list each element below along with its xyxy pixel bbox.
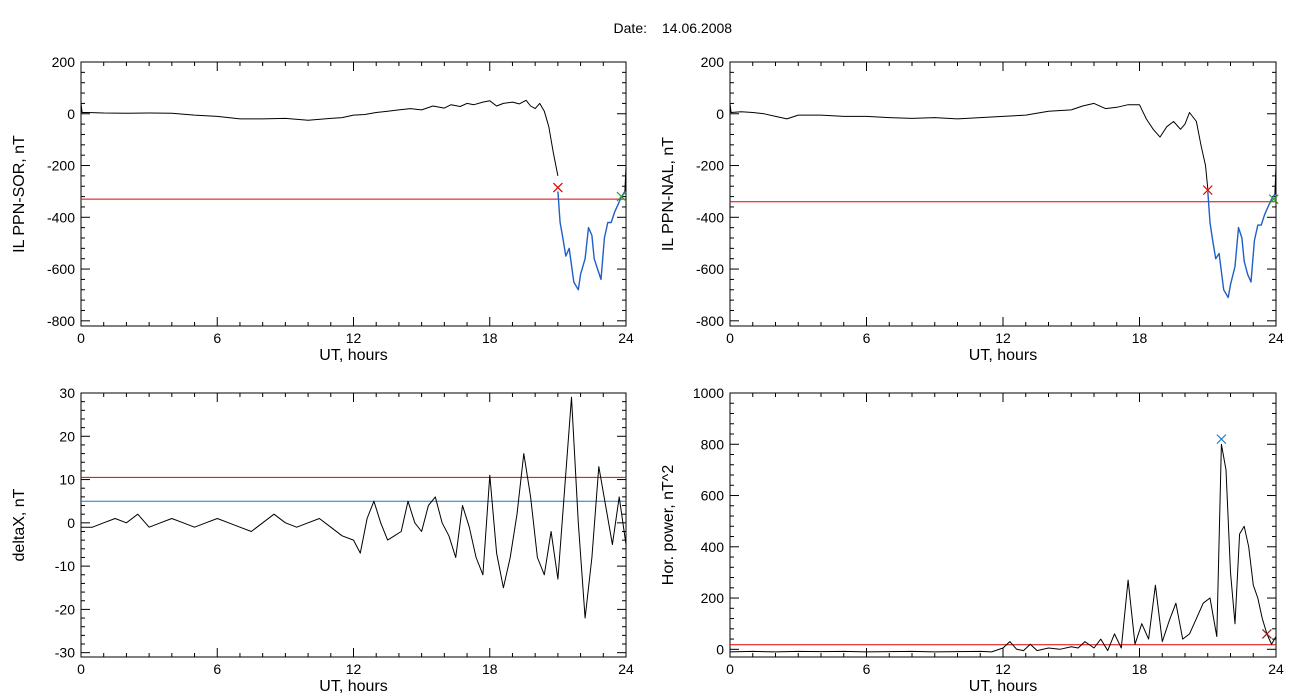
- x-tick-label: 12: [995, 661, 1011, 677]
- chart-sor: 0 6 12 18 24 -800 -600 -400 -200 0 200 UT, hours IL …: [11, 54, 634, 364]
- y-axis-label: Hor. power, nT^2: [660, 465, 677, 586]
- chart-nal: 0 6 12 18 24 -800 -600 -400 -200 0 200 UT, hours IL …: [660, 54, 1284, 364]
- y-tick-label: 400: [701, 539, 725, 555]
- series-line-tail: [624, 165, 626, 192]
- event-marker: [1261, 629, 1272, 639]
- y-tick-label: 200: [701, 54, 725, 70]
- y-tick-label: 0: [67, 515, 75, 531]
- plot-area: [81, 396, 626, 619]
- x-axis-label: UT, hours: [319, 678, 387, 695]
- plot-frame: [80, 392, 627, 658]
- event-marker: [1216, 434, 1227, 445]
- y-tick-label: 10: [59, 472, 75, 488]
- event-marker: [1268, 194, 1279, 205]
- plot-frame: [80, 61, 627, 327]
- y-tick-label: -400: [696, 209, 724, 225]
- plot-frame: [729, 61, 1277, 327]
- figure-title-date: 14.06.2008: [662, 20, 732, 36]
- y-tick-label: -30: [55, 645, 75, 661]
- x-tick-label: 24: [618, 661, 634, 677]
- x-tick-label: 24: [1268, 330, 1284, 346]
- series-line-index: [730, 102, 1209, 189]
- x-tick-label: 18: [482, 330, 498, 346]
- x-tick-label: 12: [346, 330, 362, 346]
- x-tick-label: 0: [726, 330, 734, 346]
- y-tick-label: -20: [55, 601, 75, 617]
- y-tick-label: 200: [52, 54, 76, 70]
- x-tick-label: 6: [863, 330, 871, 346]
- x-axis-label: UT, hours: [319, 347, 387, 364]
- x-tick-label: 18: [482, 661, 498, 677]
- chart-deltax: 0 6 12 18 24 -30 -20 -10 0 10 20 30 UT, hours deltaX,…: [11, 385, 634, 695]
- y-axis-label: deltaX, nT: [11, 488, 28, 561]
- y-tick-label: 800: [701, 436, 725, 452]
- chart-power: 0 6 12 18 24 0 200 400 600 800 1000 UT, hours Hor. p…: [660, 385, 1284, 695]
- y-tick-label: -400: [47, 209, 75, 225]
- series-line-power: [730, 443, 1276, 653]
- y-tick-label: -800: [696, 313, 724, 329]
- y-tick-label: -600: [696, 261, 724, 277]
- x-tick-label: 18: [1132, 330, 1148, 346]
- plot-area: [81, 99, 626, 291]
- series-line-index: [81, 99, 559, 176]
- x-tick-label: 12: [995, 330, 1011, 346]
- x-tick-label: 24: [618, 330, 634, 346]
- x-tick-label: 6: [863, 661, 871, 677]
- series-line-deltaX: [81, 396, 626, 619]
- x-tick-label: 0: [77, 661, 85, 677]
- series-line-substorm: [1207, 191, 1276, 299]
- x-tick-label: 6: [213, 661, 221, 677]
- y-tick-label: 600: [701, 488, 725, 504]
- y-axis-label: IL PPN-NAL, nT: [660, 137, 677, 251]
- x-tick-label: 6: [213, 330, 221, 346]
- x-tick-label: 0: [726, 661, 734, 677]
- x-axis-label: UT, hours: [969, 678, 1037, 695]
- figure-title-label: Date:: [614, 20, 647, 36]
- y-tick-label: -600: [47, 261, 75, 277]
- y-tick-label: -10: [55, 558, 75, 574]
- y-tick-label: -800: [47, 313, 75, 329]
- plot-area: [730, 102, 1276, 299]
- y-tick-label: -200: [47, 158, 75, 174]
- event-marker: [616, 191, 627, 202]
- y-tick-label: 1000: [693, 385, 724, 401]
- y-tick-label: 20: [59, 428, 75, 444]
- y-tick-label: 0: [716, 106, 724, 122]
- x-tick-label: 18: [1132, 661, 1148, 677]
- x-tick-label: 0: [77, 330, 85, 346]
- plot-frame: [729, 392, 1277, 658]
- x-tick-label: 24: [1268, 661, 1284, 677]
- y-tick-label: 30: [59, 385, 75, 401]
- event-marker: [1202, 185, 1213, 196]
- y-axis-label: IL PPN-SOR, nT: [11, 135, 28, 253]
- event-marker: [552, 182, 563, 193]
- series-line-substorm: [557, 191, 626, 291]
- y-tick-label: 0: [67, 106, 75, 122]
- series-line-tail: [1274, 165, 1276, 195]
- x-tick-label: 12: [346, 661, 362, 677]
- plot-area: [730, 443, 1276, 653]
- y-tick-label: 0: [716, 641, 724, 657]
- y-tick-label: -200: [696, 158, 724, 174]
- y-tick-label: 200: [701, 590, 725, 606]
- x-axis-label: UT, hours: [969, 347, 1037, 364]
